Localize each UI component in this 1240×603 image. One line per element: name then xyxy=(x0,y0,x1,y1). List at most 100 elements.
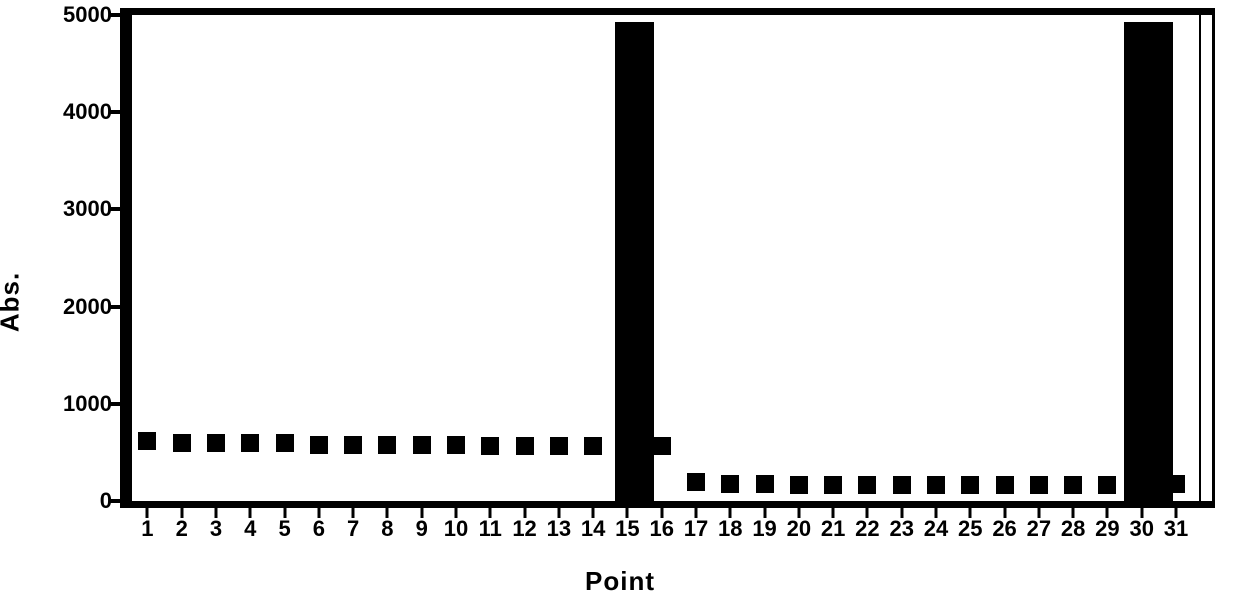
data-marker xyxy=(481,437,499,455)
x-tick-mark xyxy=(1175,508,1178,518)
data-marker xyxy=(721,475,739,493)
x-tick-mark xyxy=(283,508,286,518)
x-tick-mark xyxy=(249,508,252,518)
x-tick-mark xyxy=(386,508,389,518)
x-tick-mark xyxy=(969,508,972,518)
x-tick-mark xyxy=(763,508,766,518)
x-tick-mark xyxy=(489,508,492,518)
x-tick-label: 6 xyxy=(313,516,325,542)
x-tick-mark xyxy=(317,508,320,518)
x-axis-title: Point xyxy=(585,566,655,597)
data-marker xyxy=(447,436,465,454)
x-tick-mark xyxy=(866,508,869,518)
x-tick-mark xyxy=(180,508,183,518)
plot-border xyxy=(120,8,1215,15)
data-marker xyxy=(550,437,568,455)
y-tick-mark xyxy=(110,13,120,17)
y-tick-label: 4000 xyxy=(42,99,112,125)
x-tick-label: 21 xyxy=(821,516,845,542)
data-marker xyxy=(310,436,328,454)
x-tick-mark xyxy=(695,508,698,518)
data-marker xyxy=(516,437,534,455)
data-marker xyxy=(378,436,396,454)
x-tick-label: 26 xyxy=(992,516,1016,542)
x-tick-label: 5 xyxy=(278,516,290,542)
abs-vs-point-chart: Abs. Point 01000200030004000500012345678… xyxy=(0,0,1240,603)
x-tick-mark xyxy=(420,508,423,518)
x-tick-mark xyxy=(900,508,903,518)
x-tick-label: 31 xyxy=(1164,516,1188,542)
y-tick-mark xyxy=(110,499,120,503)
saturation-bar xyxy=(615,22,654,508)
x-tick-label: 14 xyxy=(581,516,605,542)
data-marker xyxy=(618,437,636,455)
x-tick-label: 17 xyxy=(684,516,708,542)
data-marker xyxy=(1030,476,1048,494)
data-marker xyxy=(927,476,945,494)
plot-border xyxy=(1212,8,1215,508)
x-tick-mark xyxy=(797,508,800,518)
y-axis-title: Abs. xyxy=(0,271,26,331)
y-tick-mark xyxy=(110,305,120,309)
data-marker xyxy=(961,476,979,494)
x-tick-mark xyxy=(592,508,595,518)
y-tick-mark xyxy=(110,402,120,406)
x-tick-label: 1 xyxy=(141,516,153,542)
y-tick-label: 2000 xyxy=(42,294,112,320)
x-tick-mark xyxy=(626,508,629,518)
x-tick-mark xyxy=(352,508,355,518)
x-tick-label: 25 xyxy=(958,516,982,542)
x-tick-label: 16 xyxy=(649,516,673,542)
data-marker xyxy=(824,476,842,494)
data-marker xyxy=(858,476,876,494)
x-tick-label: 3 xyxy=(210,516,222,542)
x-tick-label: 30 xyxy=(1129,516,1153,542)
data-marker xyxy=(276,434,294,452)
x-tick-label: 18 xyxy=(718,516,742,542)
data-marker xyxy=(241,434,259,452)
x-tick-mark xyxy=(523,508,526,518)
y-tick-mark xyxy=(110,110,120,114)
x-tick-mark xyxy=(215,508,218,518)
x-tick-label: 24 xyxy=(924,516,948,542)
data-marker xyxy=(173,434,191,452)
data-marker xyxy=(790,476,808,494)
x-tick-mark xyxy=(146,508,149,518)
x-tick-label: 8 xyxy=(381,516,393,542)
y-tick-label: 5000 xyxy=(42,2,112,28)
x-tick-mark xyxy=(1072,508,1075,518)
x-tick-label: 9 xyxy=(416,516,428,542)
data-marker xyxy=(996,476,1014,494)
data-marker xyxy=(584,437,602,455)
x-tick-label: 20 xyxy=(787,516,811,542)
x-tick-label: 28 xyxy=(1061,516,1085,542)
data-marker xyxy=(1133,475,1151,493)
x-tick-mark xyxy=(935,508,938,518)
x-tick-mark xyxy=(1037,508,1040,518)
saturation-bar xyxy=(1124,22,1174,508)
x-tick-label: 13 xyxy=(547,516,571,542)
x-tick-mark xyxy=(1140,508,1143,518)
x-tick-mark xyxy=(1003,508,1006,518)
data-marker xyxy=(893,476,911,494)
x-tick-label: 7 xyxy=(347,516,359,542)
x-tick-label: 23 xyxy=(889,516,913,542)
x-tick-mark xyxy=(729,508,732,518)
x-tick-label: 29 xyxy=(1095,516,1119,542)
plot-border xyxy=(120,8,132,508)
y-tick-label: 0 xyxy=(42,488,112,514)
data-marker xyxy=(207,434,225,452)
x-tick-mark xyxy=(455,508,458,518)
x-tick-mark xyxy=(660,508,663,518)
plot-area: 0100020003000400050001234567891011121314… xyxy=(120,8,1215,508)
x-tick-mark xyxy=(1106,508,1109,518)
data-marker xyxy=(756,475,774,493)
y-tick-mark xyxy=(110,207,120,211)
data-marker xyxy=(1064,476,1082,494)
plot-border xyxy=(120,501,1215,508)
data-marker xyxy=(413,436,431,454)
data-marker xyxy=(1098,476,1116,494)
data-marker xyxy=(653,437,671,455)
y-tick-label: 1000 xyxy=(42,391,112,417)
x-tick-label: 12 xyxy=(512,516,536,542)
